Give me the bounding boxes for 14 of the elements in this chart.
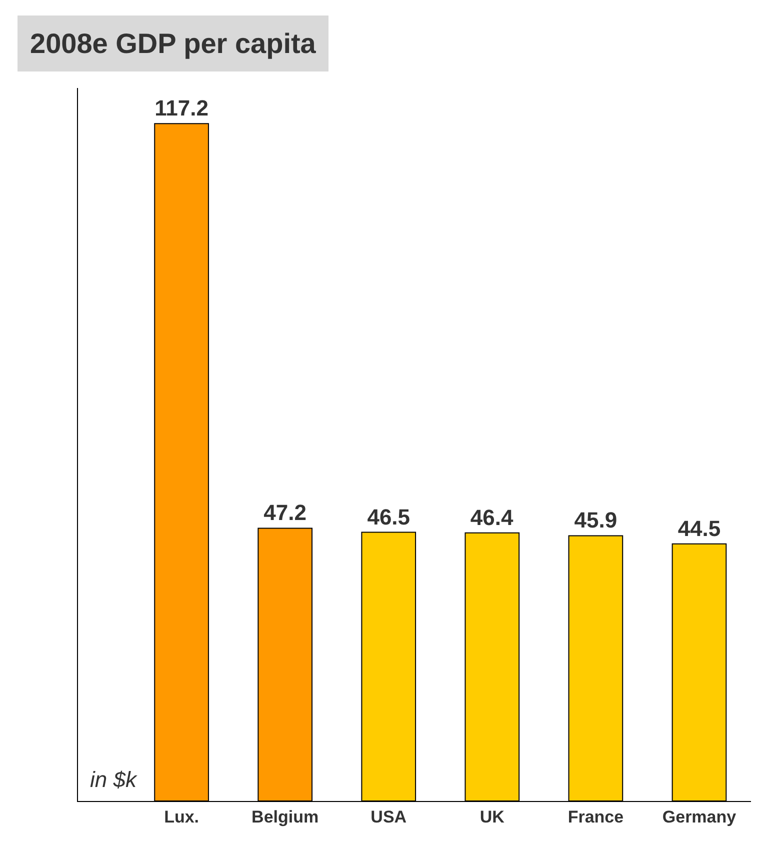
x-tick-label: France bbox=[568, 807, 624, 826]
x-tick-label: Belgium bbox=[252, 807, 319, 826]
x-tick-label: Germany bbox=[662, 807, 737, 826]
data-label: 45.9 bbox=[574, 508, 618, 533]
data-label: 117.2 bbox=[154, 96, 208, 121]
x-tick-label: Lux. bbox=[164, 807, 200, 826]
x-tick-label: USA bbox=[370, 807, 407, 826]
chart-title: 2008e GDP per capita bbox=[30, 28, 316, 59]
data-label: 47.2 bbox=[264, 500, 306, 526]
annotation: in $k bbox=[90, 767, 138, 792]
data-label: 46.5 bbox=[367, 504, 410, 530]
data-label: 46.4 bbox=[470, 504, 514, 530]
data-label: 44.5 bbox=[678, 516, 721, 541]
x-tick-label: UK bbox=[480, 807, 506, 826]
